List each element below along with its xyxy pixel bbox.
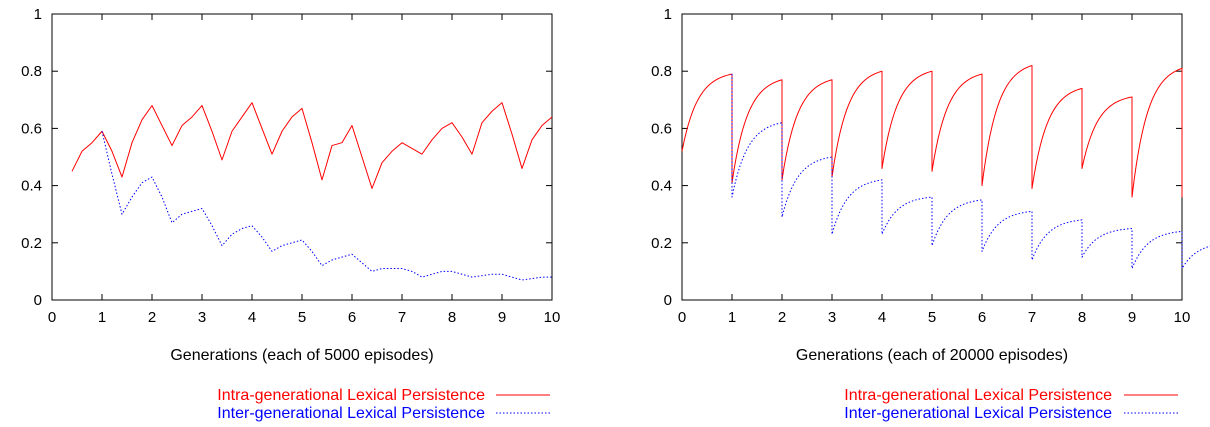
x-tick-label: 0 — [48, 309, 56, 326]
x-tick-label: 3 — [828, 309, 836, 326]
series-line-inter — [101, 131, 552, 281]
legend-label-inter: Inter-generational Lexical Persistence — [217, 405, 485, 422]
y-tick-label: 0 — [34, 292, 42, 309]
y-tick-label: 0.2 — [651, 235, 672, 252]
y-tick-label: 1 — [34, 6, 42, 23]
x-tick-label: 10 — [544, 309, 561, 326]
x-tick-label: 4 — [878, 309, 886, 326]
y-tick-label: 0 — [664, 292, 672, 309]
x-tick-label: 6 — [978, 309, 986, 326]
series-lines — [71, 102, 553, 281]
legend-label-inter: Inter-generational Lexical Persistence — [844, 405, 1112, 422]
chart-left: 0 0.2 0.4 0.6 0.8 1 0 1 2 3 4 5 6 7 8 9 10 Generations … — [21, 6, 560, 422]
legend: Intra-generational Lexical Persistence I… — [844, 387, 1178, 422]
y-tick-label: 0.8 — [21, 63, 42, 80]
legend-label-intra: Intra-generational Lexical Persistence — [844, 387, 1112, 404]
x-tick-labels: 0 1 2 3 4 5 6 7 8 9 10 — [48, 309, 561, 326]
y-tick-labels: 0 0.2 0.4 0.6 0.8 1 — [651, 6, 672, 309]
y-tick-label: 1 — [664, 6, 672, 23]
x-tick-label: 2 — [778, 309, 786, 326]
legend-label-intra: Intra-generational Lexical Persistence — [217, 387, 485, 404]
y-tick-label: 0.6 — [21, 120, 42, 137]
y-tick-label: 0.8 — [651, 63, 672, 80]
axis-ticks — [51, 13, 553, 301]
x-axis-label: Generations (each of 20000 episodes) — [796, 347, 1068, 364]
x-tick-labels: 0 1 2 3 4 5 6 7 8 9 10 — [678, 309, 1191, 326]
x-tick-label: 10 — [1174, 309, 1191, 326]
x-tick-label: 4 — [248, 309, 256, 326]
y-tick-label: 0.2 — [21, 235, 42, 252]
series-line-intra — [71, 102, 553, 189]
plot-frame — [51, 13, 553, 301]
x-tick-label: 6 — [348, 309, 356, 326]
x-tick-label: 9 — [1128, 309, 1136, 326]
x-tick-label: 0 — [678, 309, 686, 326]
chart-right: 0 0.2 0.4 0.6 0.8 1 0 1 2 3 4 5 6 7 8 9 10 Generations … — [651, 6, 1210, 422]
series-lines — [681, 64, 1210, 270]
x-tick-label: 2 — [148, 309, 156, 326]
x-tick-label: 3 — [198, 309, 206, 326]
y-tick-label: 0.4 — [651, 178, 672, 195]
legend: Intra-generational Lexical Persistence I… — [217, 387, 550, 422]
x-tick-label: 8 — [1078, 309, 1086, 326]
x-tick-label: 7 — [1028, 309, 1036, 326]
y-tick-label: 0.6 — [651, 120, 672, 137]
axis-ticks — [681, 13, 1183, 301]
x-tick-label: 7 — [398, 309, 406, 326]
series-line-intra — [681, 64, 1183, 198]
x-tick-label: 5 — [928, 309, 936, 326]
x-axis-label: Generations (each of 5000 episodes) — [170, 347, 433, 364]
x-tick-label: 1 — [98, 309, 106, 326]
x-tick-label: 8 — [448, 309, 456, 326]
x-tick-label: 1 — [728, 309, 736, 326]
series-line-inter — [731, 74, 1210, 270]
y-tick-label: 0.4 — [21, 178, 42, 195]
x-tick-label: 5 — [298, 309, 306, 326]
x-tick-label: 9 — [498, 309, 506, 326]
y-tick-labels: 0 0.2 0.4 0.6 0.8 1 — [21, 6, 42, 309]
